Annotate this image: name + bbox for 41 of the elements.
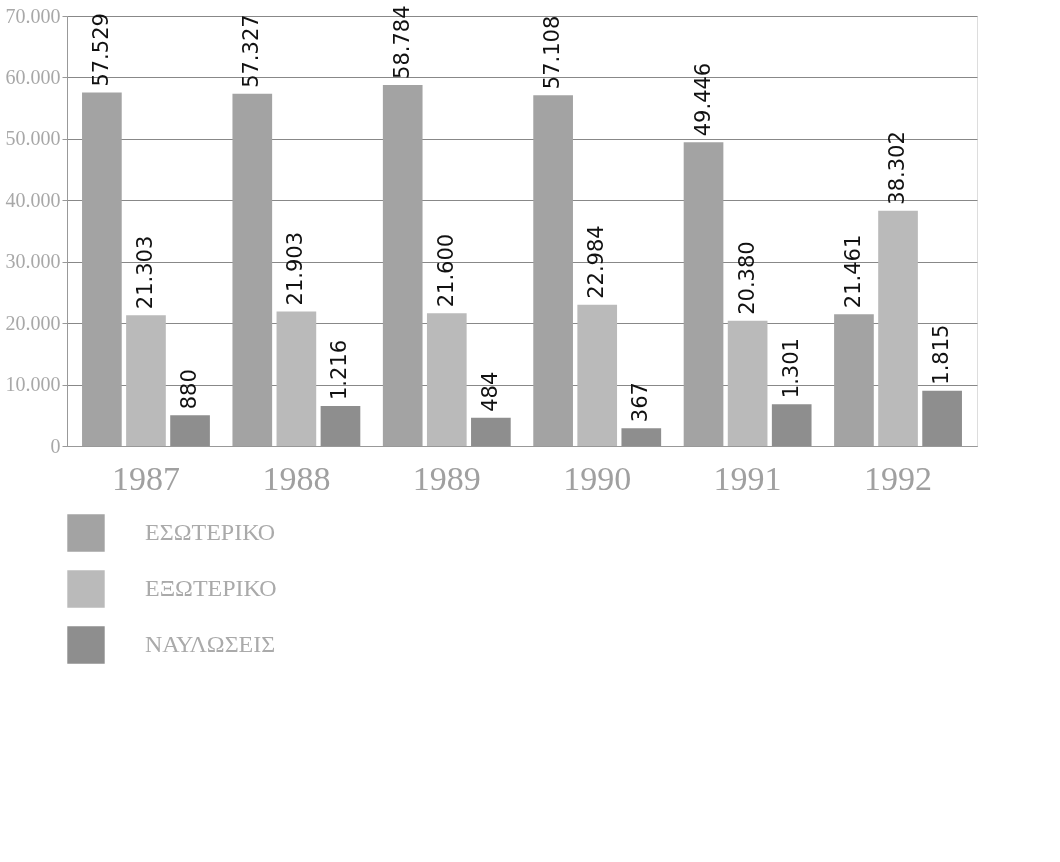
data-label: 57.108 bbox=[540, 15, 565, 90]
annotation: 880 bbox=[177, 369, 202, 410]
annotation: 367 bbox=[628, 382, 653, 423]
data-label: 21.600 bbox=[433, 233, 458, 308]
y-tick-label: 20.000 bbox=[5, 311, 61, 334]
data-label: 20.380 bbox=[734, 241, 759, 315]
bar bbox=[426, 313, 467, 446]
data-label: 21.903 bbox=[283, 231, 308, 306]
data-label: 21.303 bbox=[132, 235, 157, 310]
y-tick-label: 60.000 bbox=[5, 65, 61, 88]
data-label: 21.461 bbox=[840, 234, 865, 309]
data-label: 49.446 bbox=[690, 62, 715, 137]
x-tick-label: 1992 bbox=[864, 459, 933, 497]
y-tick-label: 70.000 bbox=[5, 4, 61, 27]
x-tick-label: 1988 bbox=[262, 459, 331, 497]
bar bbox=[126, 315, 166, 446]
data-label: 22.984 bbox=[584, 225, 609, 299]
annotation: 1.301 bbox=[778, 338, 803, 399]
annotation: 484 bbox=[477, 371, 502, 412]
annotation: 1.216 bbox=[327, 339, 352, 401]
x-tick-label: 1990 bbox=[563, 459, 632, 497]
y-tick-label: 0 bbox=[50, 434, 61, 457]
data-label: 57.529 bbox=[88, 13, 113, 87]
bar bbox=[276, 311, 317, 446]
y-tick-label: 30.000 bbox=[5, 250, 61, 273]
y-tick-label: 40.000 bbox=[5, 188, 61, 211]
data-label: 57.327 bbox=[239, 14, 264, 88]
y-tick-label: 10.000 bbox=[5, 373, 61, 396]
legend-label: ΕΞΩΤΕΡΙΚΟ bbox=[145, 575, 277, 601]
data-label: 38.302 bbox=[885, 131, 910, 205]
legend-label: ΕΣΩΤΕΡΙΚΟ bbox=[145, 519, 276, 545]
x-tick-label: 1989 bbox=[412, 459, 481, 497]
x-tick-label: 1991 bbox=[713, 459, 782, 497]
y-tick-label: 50.000 bbox=[5, 127, 61, 150]
x-tick-label: 1987 bbox=[111, 459, 180, 497]
bar bbox=[878, 210, 918, 446]
annotation: 1.815 bbox=[929, 324, 954, 385]
bar bbox=[577, 304, 618, 446]
data-label: 58.784 bbox=[389, 5, 414, 79]
legend-label: ΝΑΥΛΩΣΕΙΣ bbox=[145, 631, 276, 657]
bar bbox=[727, 320, 768, 446]
